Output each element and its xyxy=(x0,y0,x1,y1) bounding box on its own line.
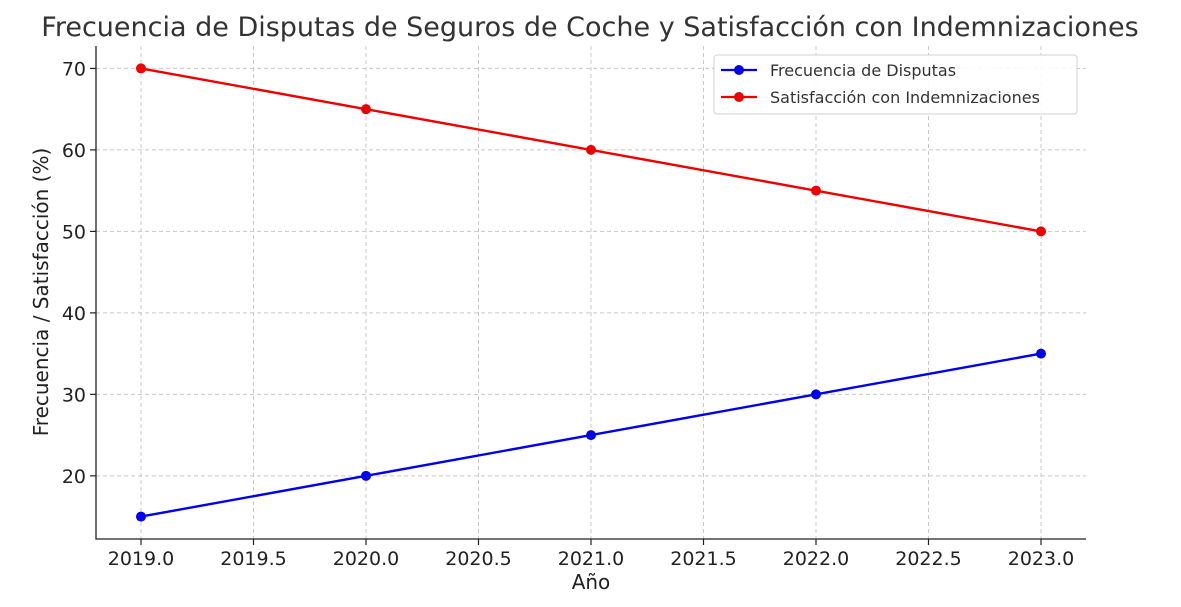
y-tick-label: 50 xyxy=(62,221,86,243)
legend: Frecuencia de Disputas Satisfacción con … xyxy=(713,54,1078,115)
y-tick-label: 30 xyxy=(62,384,86,406)
x-tick-label: 2022.5 xyxy=(895,548,961,570)
y-tick-label: 60 xyxy=(62,140,86,162)
data-point-series-0 xyxy=(586,430,596,441)
data-point-series-0 xyxy=(361,470,371,481)
data-point-series-1 xyxy=(361,104,371,115)
x-tick-label: 2023.0 xyxy=(1008,548,1074,570)
legend-marker-frecuencia xyxy=(734,65,744,75)
series-layer xyxy=(136,63,1046,522)
data-point-series-0 xyxy=(136,511,146,522)
x-tick-label: 2019.5 xyxy=(220,548,286,570)
legend-label-satisfaccion: Satisfacción con Indemnizaciones xyxy=(770,88,1040,107)
y-tick-label: 20 xyxy=(62,466,86,488)
legend-marker-satisfaccion xyxy=(734,92,744,102)
data-point-series-1 xyxy=(136,63,146,74)
chart-title: Frecuencia de Disputas de Seguros de Coc… xyxy=(41,12,1138,43)
x-tick-layer: 2019.0 2019.5 2020.0 2020.5 2021.0 2021.5 2022… xyxy=(108,539,1074,570)
y-axis-label: Frecuencia / Satisfacción (%) xyxy=(29,148,53,437)
x-axis-label: Año xyxy=(572,570,611,594)
data-point-series-1 xyxy=(1036,226,1046,237)
axes-frame xyxy=(95,46,1086,540)
legend-label-frecuencia: Frecuencia de Disputas xyxy=(770,61,956,80)
x-tick-label: 2019.0 xyxy=(108,548,174,570)
data-point-series-0 xyxy=(811,389,821,400)
y-tick-layer: 20 30 40 50 60 70 xyxy=(62,58,96,488)
y-tick-label: 40 xyxy=(62,303,86,325)
data-point-series-1 xyxy=(811,185,821,196)
y-tick-label: 70 xyxy=(62,58,86,80)
x-tick-label: 2022.0 xyxy=(783,548,849,570)
data-point-series-1 xyxy=(586,144,596,155)
x-tick-label: 2020.5 xyxy=(445,548,511,570)
x-tick-label: 2021.5 xyxy=(670,548,736,570)
data-point-series-0 xyxy=(1036,348,1046,359)
x-tick-label: 2020.0 xyxy=(333,548,399,570)
grid-layer xyxy=(96,46,1086,539)
legend-frame xyxy=(713,54,1078,115)
x-tick-label: 2021.0 xyxy=(558,548,624,570)
